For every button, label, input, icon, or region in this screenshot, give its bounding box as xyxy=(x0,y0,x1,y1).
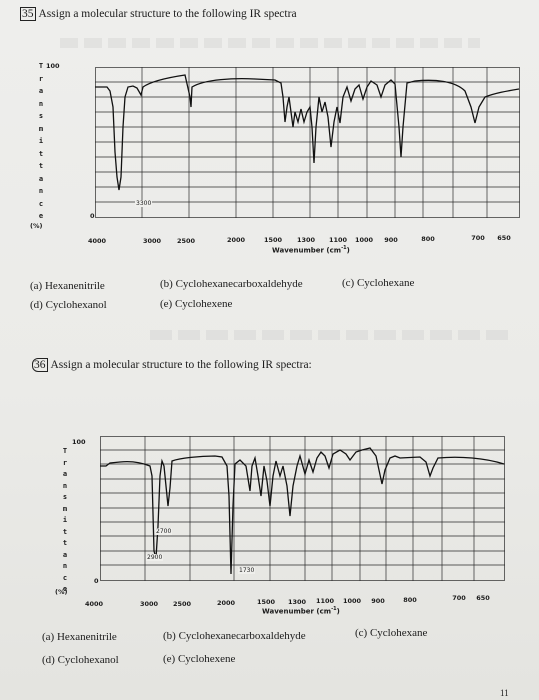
q36-annotation-1730: 1730 xyxy=(238,567,256,574)
q36-option-a[interactable]: (a) Hexanenitrile xyxy=(42,631,117,643)
q36-title: 36 Assign a molecular structure to the fo… xyxy=(32,358,312,372)
x-tick: 4000 xyxy=(84,600,104,608)
page-number: 11 xyxy=(500,688,509,698)
q35-option-a[interactable]: (a) Hexanenitrile xyxy=(30,280,105,292)
x-tick: 1100 xyxy=(328,236,348,244)
x-tick: 700 xyxy=(452,594,466,602)
q36-prompt: Assign a molecular structure to the foll… xyxy=(50,359,312,371)
x-tick: 2500 xyxy=(172,600,192,608)
x-tick: 4000 xyxy=(87,237,107,245)
x-tick: 2500 xyxy=(176,237,196,245)
q35-prompt: Assign a molecular structure to the foll… xyxy=(38,8,297,20)
q35-number: 35 xyxy=(20,7,36,21)
x-tick: 800 xyxy=(403,596,417,604)
q36-y-axis-label: T r a n s m i t t a n c e xyxy=(62,447,68,593)
q36-annotation-2700: 2700 xyxy=(155,528,173,535)
x-tick: 1000 xyxy=(342,597,362,605)
q35-option-c[interactable]: (c) Cyclohexane xyxy=(342,277,415,289)
q36-y-unit: (%) xyxy=(55,588,68,596)
x-tick: 3000 xyxy=(139,600,159,608)
x-tick: 1300 xyxy=(296,236,316,244)
q35-option-d[interactable]: (d) Cyclohexanol xyxy=(30,299,107,311)
q35-y-bottom: 0 xyxy=(90,212,95,220)
x-tick: 2000 xyxy=(226,236,246,244)
q35-y-axis-label: T r a n s m i t t a n c e xyxy=(38,62,44,220)
q36-option-c[interactable]: (c) Cyclohexane xyxy=(355,627,428,639)
q35-grid xyxy=(95,67,520,218)
bleed-through xyxy=(60,38,480,48)
x-tick: 900 xyxy=(384,236,398,244)
q35-x-axis-label: Wavenumber (cm-1) xyxy=(272,245,350,255)
x-tick: 3000 xyxy=(142,237,162,245)
x-tick: 800 xyxy=(421,235,435,243)
x-tick: 700 xyxy=(471,234,485,242)
q35-y-unit: (%) xyxy=(30,222,43,230)
x-tick: 1300 xyxy=(287,598,307,606)
q35-option-b[interactable]: (b) Cyclohexanecarboxaldehyde xyxy=(160,278,303,290)
x-tick: 1000 xyxy=(354,236,374,244)
q36-y-top: 100 xyxy=(72,438,86,446)
x-tick: 650 xyxy=(497,234,511,242)
x-tick: 1500 xyxy=(263,236,283,244)
q36-y-bottom: 0 xyxy=(94,577,99,585)
x-tick: 900 xyxy=(371,597,385,605)
q35-annotation-3300: 3300 xyxy=(135,200,153,207)
q36-number: 36 xyxy=(32,358,48,372)
q35-option-e[interactable]: (e) Cyclohexene xyxy=(160,298,233,310)
q36-option-e[interactable]: (e) Cyclohexene xyxy=(163,653,236,665)
q36-x-axis-label: Wavenumber (cm-1) xyxy=(262,606,340,616)
q35-ir-spectrum xyxy=(95,67,520,218)
q35-title: 35 Assign a molecular structure to the fo… xyxy=(20,7,297,21)
x-tick: 1100 xyxy=(315,597,335,605)
q35-y-top: 100 xyxy=(46,62,60,70)
q36-option-b[interactable]: (b) Cyclohexanecarboxaldehyde xyxy=(163,630,306,642)
q36-grid xyxy=(100,436,505,581)
x-tick: 1500 xyxy=(256,598,276,606)
x-tick: 2000 xyxy=(216,599,236,607)
bleed-through xyxy=(150,330,510,340)
q35-spectrum-trace xyxy=(95,74,520,191)
x-tick: 650 xyxy=(476,594,490,602)
q36-annotation-2900: 2900 xyxy=(146,554,164,561)
q36-option-d[interactable]: (d) Cyclohexanol xyxy=(42,654,119,666)
